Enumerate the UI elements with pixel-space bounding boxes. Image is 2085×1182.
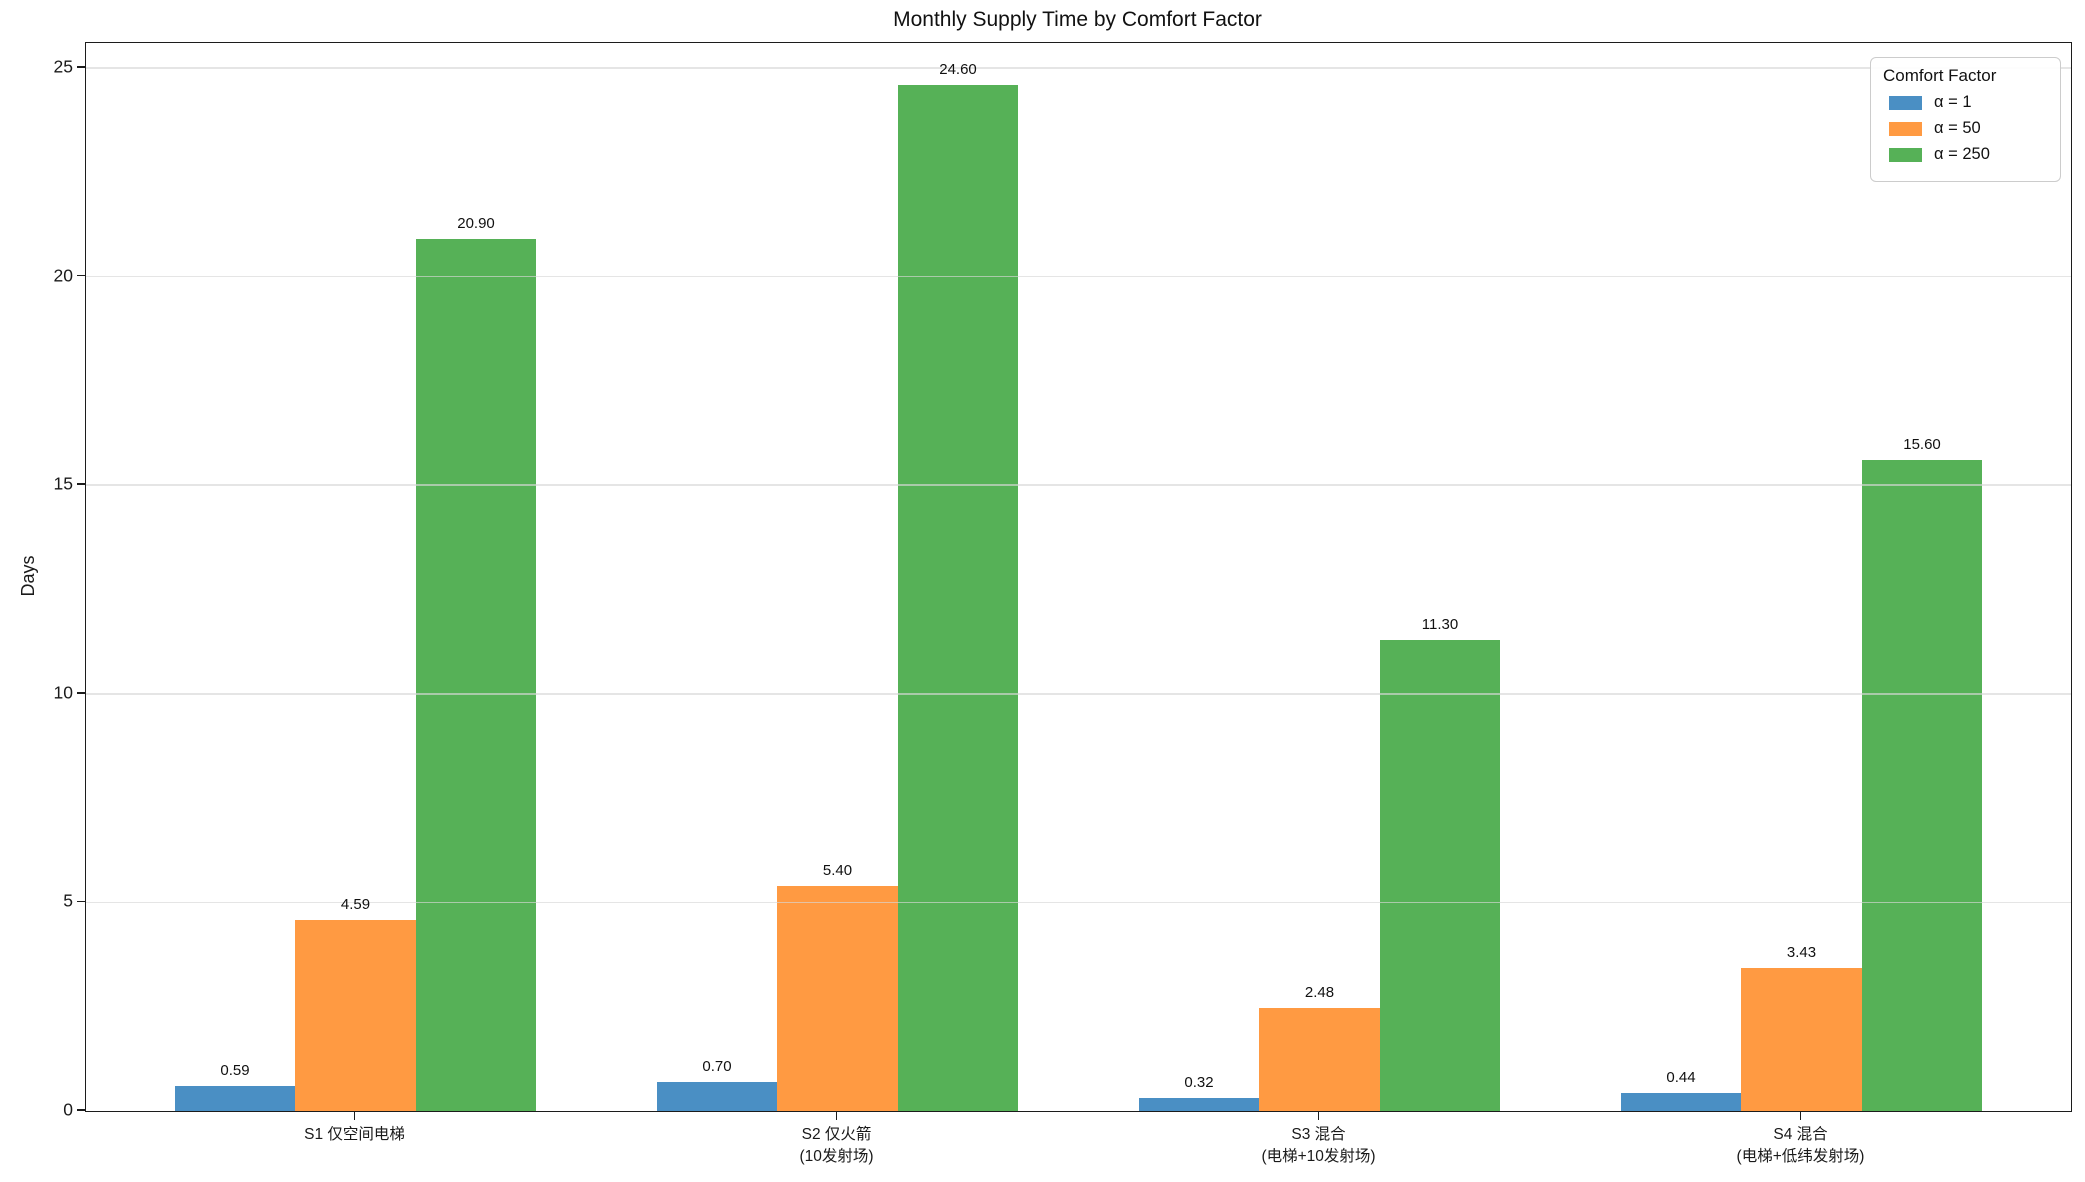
bar-value-label: 15.60 [1903,436,1941,454]
bar [174,1086,296,1111]
legend-item: α = 1 [1889,93,2048,112]
x-tick-mark [1799,1112,1802,1120]
bar-value-label: 0.70 [702,1057,732,1075]
bar-value-label: 2.48 [1304,983,1335,1001]
bar [656,1081,778,1111]
legend-swatch [1889,121,1922,136]
bar [295,919,416,1111]
bar [1620,1092,1742,1111]
x-tick-mark [1317,1112,1320,1120]
legend-item-label: α = 250 [1934,145,1990,163]
bar [415,239,537,1111]
y-tick-mark [77,900,85,903]
legend-item: α = 250 [1889,145,2048,164]
y-tick-mark [77,692,85,694]
bar [897,84,1019,1111]
gridline [86,484,2071,486]
legend-item-label: α = 50 [1934,119,1981,137]
y-tick-label: 0 [63,1099,73,1120]
y-tick-label: 5 [63,890,73,911]
y-tick-mark [77,483,85,485]
bar-value-label: 0.32 [1184,1073,1214,1091]
legend-title: Comfort Factor [1883,66,1997,85]
bar-value-label: 3.43 [1786,943,1817,961]
x-tick-label: S1 仅空间电梯 [304,1124,405,1146]
x-tick-label-line: S3 混合 [1291,1126,1346,1143]
y-tick-mark [77,1109,85,1111]
x-tick-label-line: S2 仅火箭 [801,1126,872,1143]
y-tick-label: 10 [53,682,73,703]
bar-value-label: 0.44 [1666,1068,1696,1086]
gridline [86,693,2071,695]
gridline [86,67,2071,69]
x-tick-label-line: (10发射场) [799,1148,874,1165]
bar-value-label: 24.60 [939,60,977,78]
x-tick-label-line: (电梯+低纬发射场) [1736,1148,1865,1165]
y-tick-mark [77,66,85,68]
legend-swatch [1889,147,1922,162]
legend-swatch [1889,95,1922,110]
legend: Comfort Factor α = 1 α = 50 α = 250 [1870,57,2061,182]
bar-value-label: 5.40 [822,861,853,879]
bar-value-label: 11.30 [1421,615,1459,633]
x-tick-mark [835,1112,838,1120]
gridline [86,901,2071,904]
legend-item-label: α = 1 [1934,93,1972,111]
y-tick-label: 25 [53,56,73,77]
x-tick-label: S3 混合 (电梯+10发射场) [1261,1124,1375,1168]
bar [1138,1097,1260,1111]
bar [1259,1007,1380,1111]
gridline [86,275,2071,278]
bar-value-label: 20.90 [457,215,495,233]
bar-value-label: 4.59 [340,895,371,913]
chart-title: Monthly Supply Time by Comfort Factor [893,8,1262,31]
x-tick-label: S2 仅火箭 (10发射场) [799,1124,873,1168]
y-tick-mark [77,274,85,277]
plot-area: Comfort Factor α = 1 α = 50 α = 250 0.59 4.… [85,42,2072,1112]
bar-value-label: 0.59 [220,1062,250,1080]
y-tick-label: 15 [53,473,73,494]
legend-items: α = 1 α = 50 α = 250 [1883,93,2048,164]
x-tick-label-line: S1 仅空间电梯 [304,1126,405,1143]
bar [777,885,898,1111]
legend-item: α = 50 [1889,119,2048,138]
bar [1379,639,1501,1111]
x-tick-label-line: S4 混合 [1773,1126,1828,1143]
y-axis-label: Days [18,555,39,597]
x-tick-label: S4 混合 (电梯+低纬发射场) [1737,1124,1865,1168]
x-tick-mark [353,1112,356,1120]
x-tick-label-line: (电梯+10发射场) [1261,1148,1376,1165]
bar [1861,460,1983,1111]
y-tick-label: 20 [53,265,73,286]
bar [1741,967,1862,1111]
